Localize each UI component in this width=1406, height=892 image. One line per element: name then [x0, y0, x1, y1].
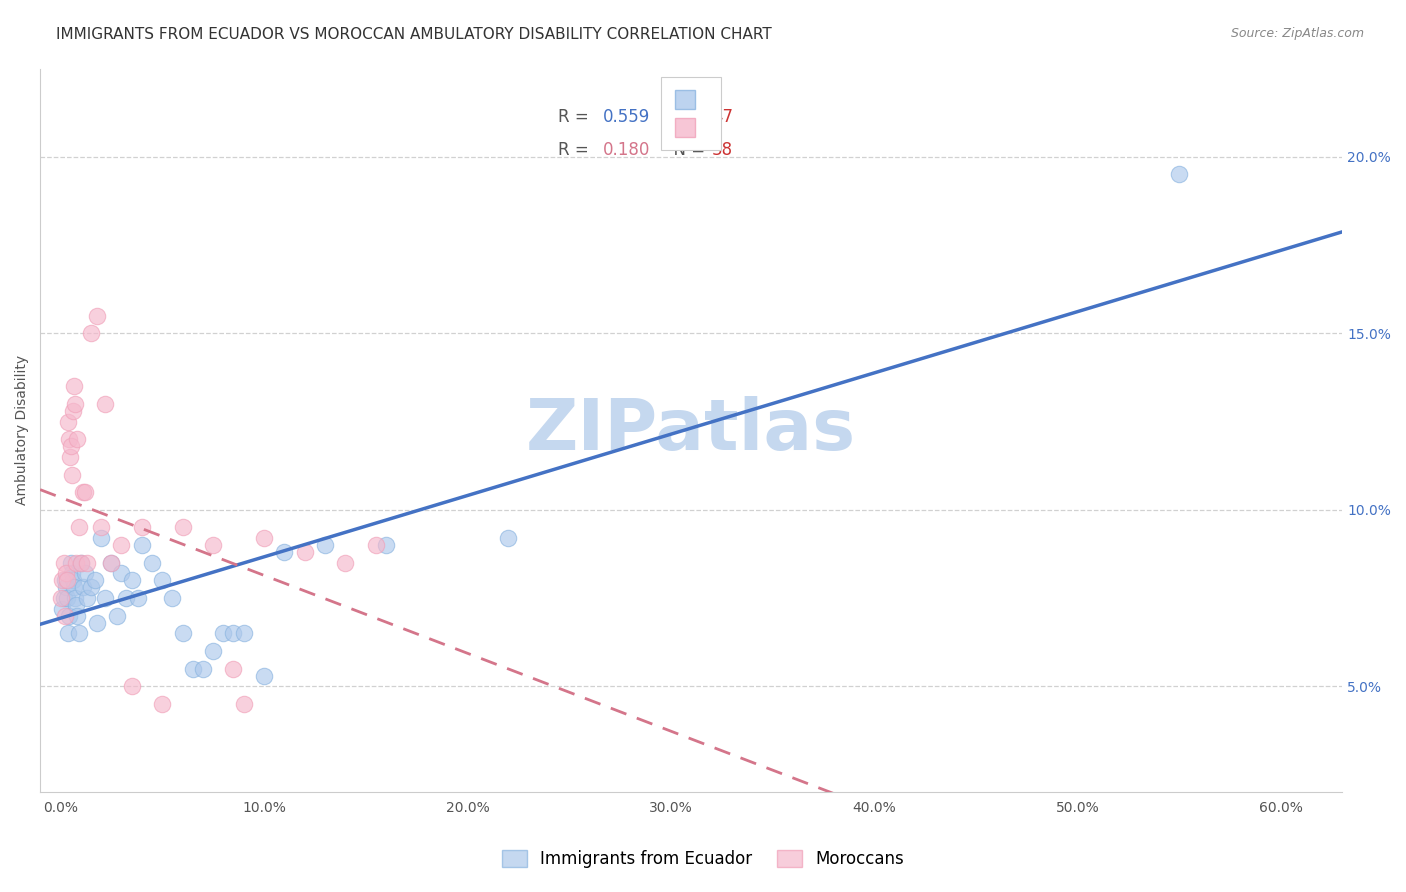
Point [294, 545, 316, 559]
Point [181, 662, 204, 676]
Point [222, 662, 245, 676]
Text: R =: R = [558, 108, 595, 127]
Point [72, 581, 94, 595]
Text: N =: N = [662, 141, 710, 159]
Point [62, 574, 84, 588]
Point [100, 556, 122, 570]
Point [121, 679, 143, 693]
Point [107, 608, 129, 623]
Point [51, 574, 73, 588]
Point [86, 615, 108, 630]
Point [335, 556, 357, 570]
Point [66, 432, 89, 446]
Point [364, 538, 387, 552]
Point [67, 520, 90, 534]
Point [110, 538, 132, 552]
Text: 38: 38 [711, 141, 733, 159]
Point [53, 608, 76, 623]
Text: N =: N = [662, 108, 710, 127]
Point [59, 450, 82, 464]
Point [212, 626, 235, 640]
Point [131, 520, 153, 534]
Point [131, 538, 153, 552]
Point [80, 581, 103, 595]
Point [80, 326, 103, 341]
Point [76, 556, 98, 570]
Point [94, 591, 117, 605]
Point [59, 439, 82, 453]
Point [63, 591, 86, 605]
Point [273, 545, 295, 559]
Point [162, 591, 184, 605]
Y-axis label: Ambulatory Disability: Ambulatory Disability [15, 355, 30, 506]
Point [52, 591, 75, 605]
Legend: , : , [661, 77, 721, 151]
Point [56, 626, 79, 640]
Point [202, 644, 225, 658]
Point [63, 397, 86, 411]
Point [69, 556, 91, 570]
Point [58, 608, 80, 623]
Text: R =: R = [558, 141, 595, 159]
Point [76, 591, 98, 605]
Point [172, 520, 194, 534]
Point [51, 601, 73, 615]
Point [55, 574, 77, 588]
Legend: Immigrants from Ecuador, Moroccans: Immigrants from Ecuador, Moroccans [495, 843, 911, 875]
Text: Source: ZipAtlas.com: Source: ZipAtlas.com [1230, 27, 1364, 40]
Point [62, 379, 84, 393]
Text: 0.559: 0.559 [603, 108, 650, 127]
Point [51, 591, 73, 605]
Point [141, 556, 163, 570]
Point [110, 566, 132, 581]
Point [52, 556, 75, 570]
Point [90, 531, 112, 545]
Point [94, 397, 117, 411]
Point [62, 404, 84, 418]
Point [55, 591, 77, 605]
Point [222, 626, 245, 640]
Point [86, 309, 108, 323]
Point [84, 574, 107, 588]
Point [202, 538, 225, 552]
Point [253, 669, 276, 683]
Text: IMMIGRANTS FROM ECUADOR VS MOROCCAN AMBULATORY DISABILITY CORRELATION CHART: IMMIGRANTS FROM ECUADOR VS MOROCCAN AMBU… [56, 27, 772, 42]
Point [72, 485, 94, 500]
Point [67, 626, 90, 640]
Point [150, 574, 173, 588]
Point [65, 556, 87, 570]
Point [127, 591, 149, 605]
Point [314, 538, 336, 552]
Point [62, 581, 84, 595]
Point [66, 608, 89, 623]
Point [232, 626, 254, 640]
Point [73, 485, 96, 500]
Point [90, 520, 112, 534]
Point [1168, 168, 1191, 182]
Text: ZIPatlas: ZIPatlas [526, 396, 856, 465]
Point [55, 566, 77, 581]
Point [59, 556, 82, 570]
Point [65, 598, 87, 612]
Point [114, 591, 136, 605]
Point [69, 556, 91, 570]
Point [55, 581, 77, 595]
Point [60, 467, 83, 482]
Point [191, 662, 214, 676]
Point [496, 531, 519, 545]
Text: 0.180: 0.180 [603, 141, 650, 159]
Point [53, 574, 76, 588]
Text: 47: 47 [711, 108, 733, 127]
Point [172, 626, 194, 640]
Point [58, 432, 80, 446]
Point [56, 415, 79, 429]
Point [121, 574, 143, 588]
Point [232, 697, 254, 711]
Point [100, 556, 122, 570]
Point [253, 531, 276, 545]
Point [60, 566, 83, 581]
Point [375, 538, 398, 552]
Point [150, 697, 173, 711]
Point [73, 566, 96, 581]
